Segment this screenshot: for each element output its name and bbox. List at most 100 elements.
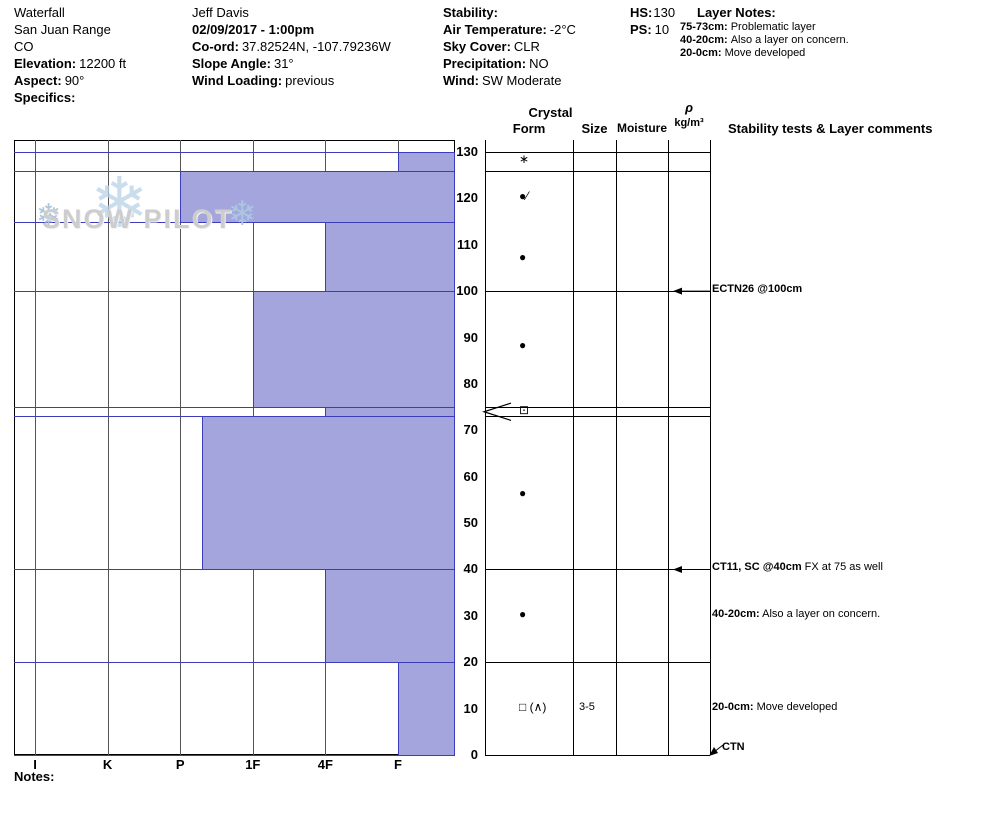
wind-loading-value: previous (285, 73, 335, 88)
precipitation-label: Precipitation: (443, 56, 527, 71)
size-column-header: Size (581, 121, 608, 136)
layer-note-range: 40-20cm: (680, 34, 728, 46)
snow-layer-bar (398, 662, 455, 756)
hardness-axis-label: 1F (245, 757, 261, 772)
coord-value: 37.82524N, -107.79236W (241, 39, 391, 54)
comment-bold: ECTN26 @100cm (712, 283, 803, 296)
comment-text: Move developed (753, 700, 838, 713)
grain-form-symbol: ⊡ (519, 402, 530, 417)
observation-datetime: 02/09/2017 - 1:00pm (192, 22, 315, 37)
specifics-line: Specifics: (14, 89, 126, 106)
mountain-range: San Juan Range (14, 22, 111, 37)
slope-angle-label: Slope Angle: (192, 56, 271, 71)
form-column-left-line (485, 140, 486, 755)
depth-tick-label: 60 (463, 468, 478, 484)
elevation-value: 12200 ft (79, 56, 127, 71)
depth-tick-label: 80 (463, 375, 478, 391)
panel-row-line (485, 662, 710, 664)
header-conditions-block: Stability: Air Temperature: -2°C Sky Cove… (443, 4, 576, 89)
density-units-label: kg/m³ (674, 117, 704, 129)
hardness-axis-label: I (33, 757, 37, 772)
comment-bold: 40-20cm: (712, 607, 760, 620)
snow-layer-bar (398, 152, 455, 172)
depth-tick-label: 30 (463, 607, 478, 623)
comment-bold: CT11, SC @40cm (712, 561, 802, 574)
precipitation-value: NO (529, 56, 549, 71)
hs-value: 130 (653, 5, 676, 20)
aspect-line: Aspect: 90° (14, 72, 126, 89)
wind-loading-line: Wind Loading: previous (192, 72, 391, 89)
stability-comment: CTN (722, 741, 745, 753)
header-snow-depth-block: HS:130 PS: 10 (630, 4, 675, 38)
site-name: Waterfall (14, 5, 65, 20)
panel-row-line (485, 291, 710, 293)
ps-value: 10 (654, 22, 670, 37)
density-column-right-line (710, 140, 711, 755)
hs-label: HS: (630, 5, 653, 20)
coord-line: Co-ord: 37.82524N, -107.79236W (192, 38, 391, 55)
wind-label: Wind: (443, 73, 479, 88)
panel-row-line (485, 755, 710, 756)
depth-tick-label: 100 (456, 283, 478, 299)
depth-tick-label: 90 (463, 329, 478, 345)
air-temp-label: Air Temperature: (443, 22, 547, 37)
depth-tick-label: 0 (470, 747, 478, 762)
aspect-label: Aspect: (14, 73, 62, 88)
crystal-column-header: Crystal (528, 105, 573, 120)
state: CO (14, 39, 34, 54)
snow-layer-bar (325, 221, 455, 293)
hardness-axis-label: F (394, 757, 402, 772)
aspect-value: 90° (64, 73, 85, 88)
layer-boundary-line (14, 755, 455, 756)
header-location-block: Waterfall San Juan Range CO Elevation: 12… (14, 4, 126, 106)
moisture-column-header: Moisture (616, 121, 667, 135)
snowflake-icon: ❄ (228, 195, 257, 233)
layer-boundary-line (14, 662, 455, 664)
hardness-axis-label: 4F (317, 757, 333, 772)
comment-text: Also a layer on concern. (759, 607, 881, 620)
size-column-left-line (573, 140, 574, 755)
depth-tick-label: 50 (463, 515, 478, 531)
depth-tick-label: 10 (463, 700, 478, 716)
comment-bold: 20-0cm: (712, 700, 754, 713)
layer-note-text: Move developed (724, 47, 806, 59)
layer-boundary-line (14, 291, 455, 293)
panel-row-line (485, 416, 710, 418)
air-temp-value: -2°C (549, 22, 576, 37)
layer-note-text: Problematic layer (730, 21, 816, 33)
comment-bold: CTN (722, 741, 745, 753)
elevation-label: Elevation: (14, 56, 77, 71)
grain-form-symbol: □ (∧) (519, 699, 547, 714)
panel-row-line (485, 569, 710, 571)
layer-boundary-line (14, 407, 455, 409)
snow-layer-bar (325, 569, 455, 664)
ps-line: PS: 10 (630, 21, 675, 38)
panel-row-line (485, 407, 710, 409)
comment-text: FX at 75 as well (801, 561, 883, 574)
comments-column-header: Stability tests & Layer comments (728, 121, 933, 136)
grain-form-symbol: ● (519, 337, 527, 352)
density-column-header: ρ (685, 100, 693, 115)
layer-note: 20-0cm: Move developed (680, 47, 849, 60)
grain-form-symbol: ● (519, 606, 527, 621)
stability-line: Stability: (443, 4, 576, 21)
moisture-column-left-line (616, 140, 617, 755)
depth-tick-label: 110 (457, 236, 478, 252)
depth-tick-label: 70 (463, 422, 478, 438)
ps-label: PS: (630, 22, 652, 37)
depth-tick-label: 130 (456, 144, 478, 159)
watermark-text: SNOW PILOT (42, 204, 233, 234)
stability-comment: CT11, SC @40cm FX at 75 as well (712, 561, 883, 573)
notes-label: Notes: (14, 769, 55, 784)
layer-boundary-line (14, 152, 455, 153)
precipitation-line: Precipitation: NO (443, 55, 576, 72)
wind-line: Wind: SW Moderate (443, 72, 576, 89)
layer-note-range: 20-0cm: (680, 47, 722, 59)
air-temp-line: Air Temperature: -2°C (443, 21, 576, 38)
snowpilot-watermark: ❄ ❄ SNOW PILOT ❄ (32, 164, 272, 242)
stability-comment: 20-0cm: Move developed (712, 701, 837, 713)
panel-row-line (485, 170, 710, 172)
layer-note-range: 75-73cm: (680, 21, 728, 33)
hardness-gridline (107, 140, 109, 755)
